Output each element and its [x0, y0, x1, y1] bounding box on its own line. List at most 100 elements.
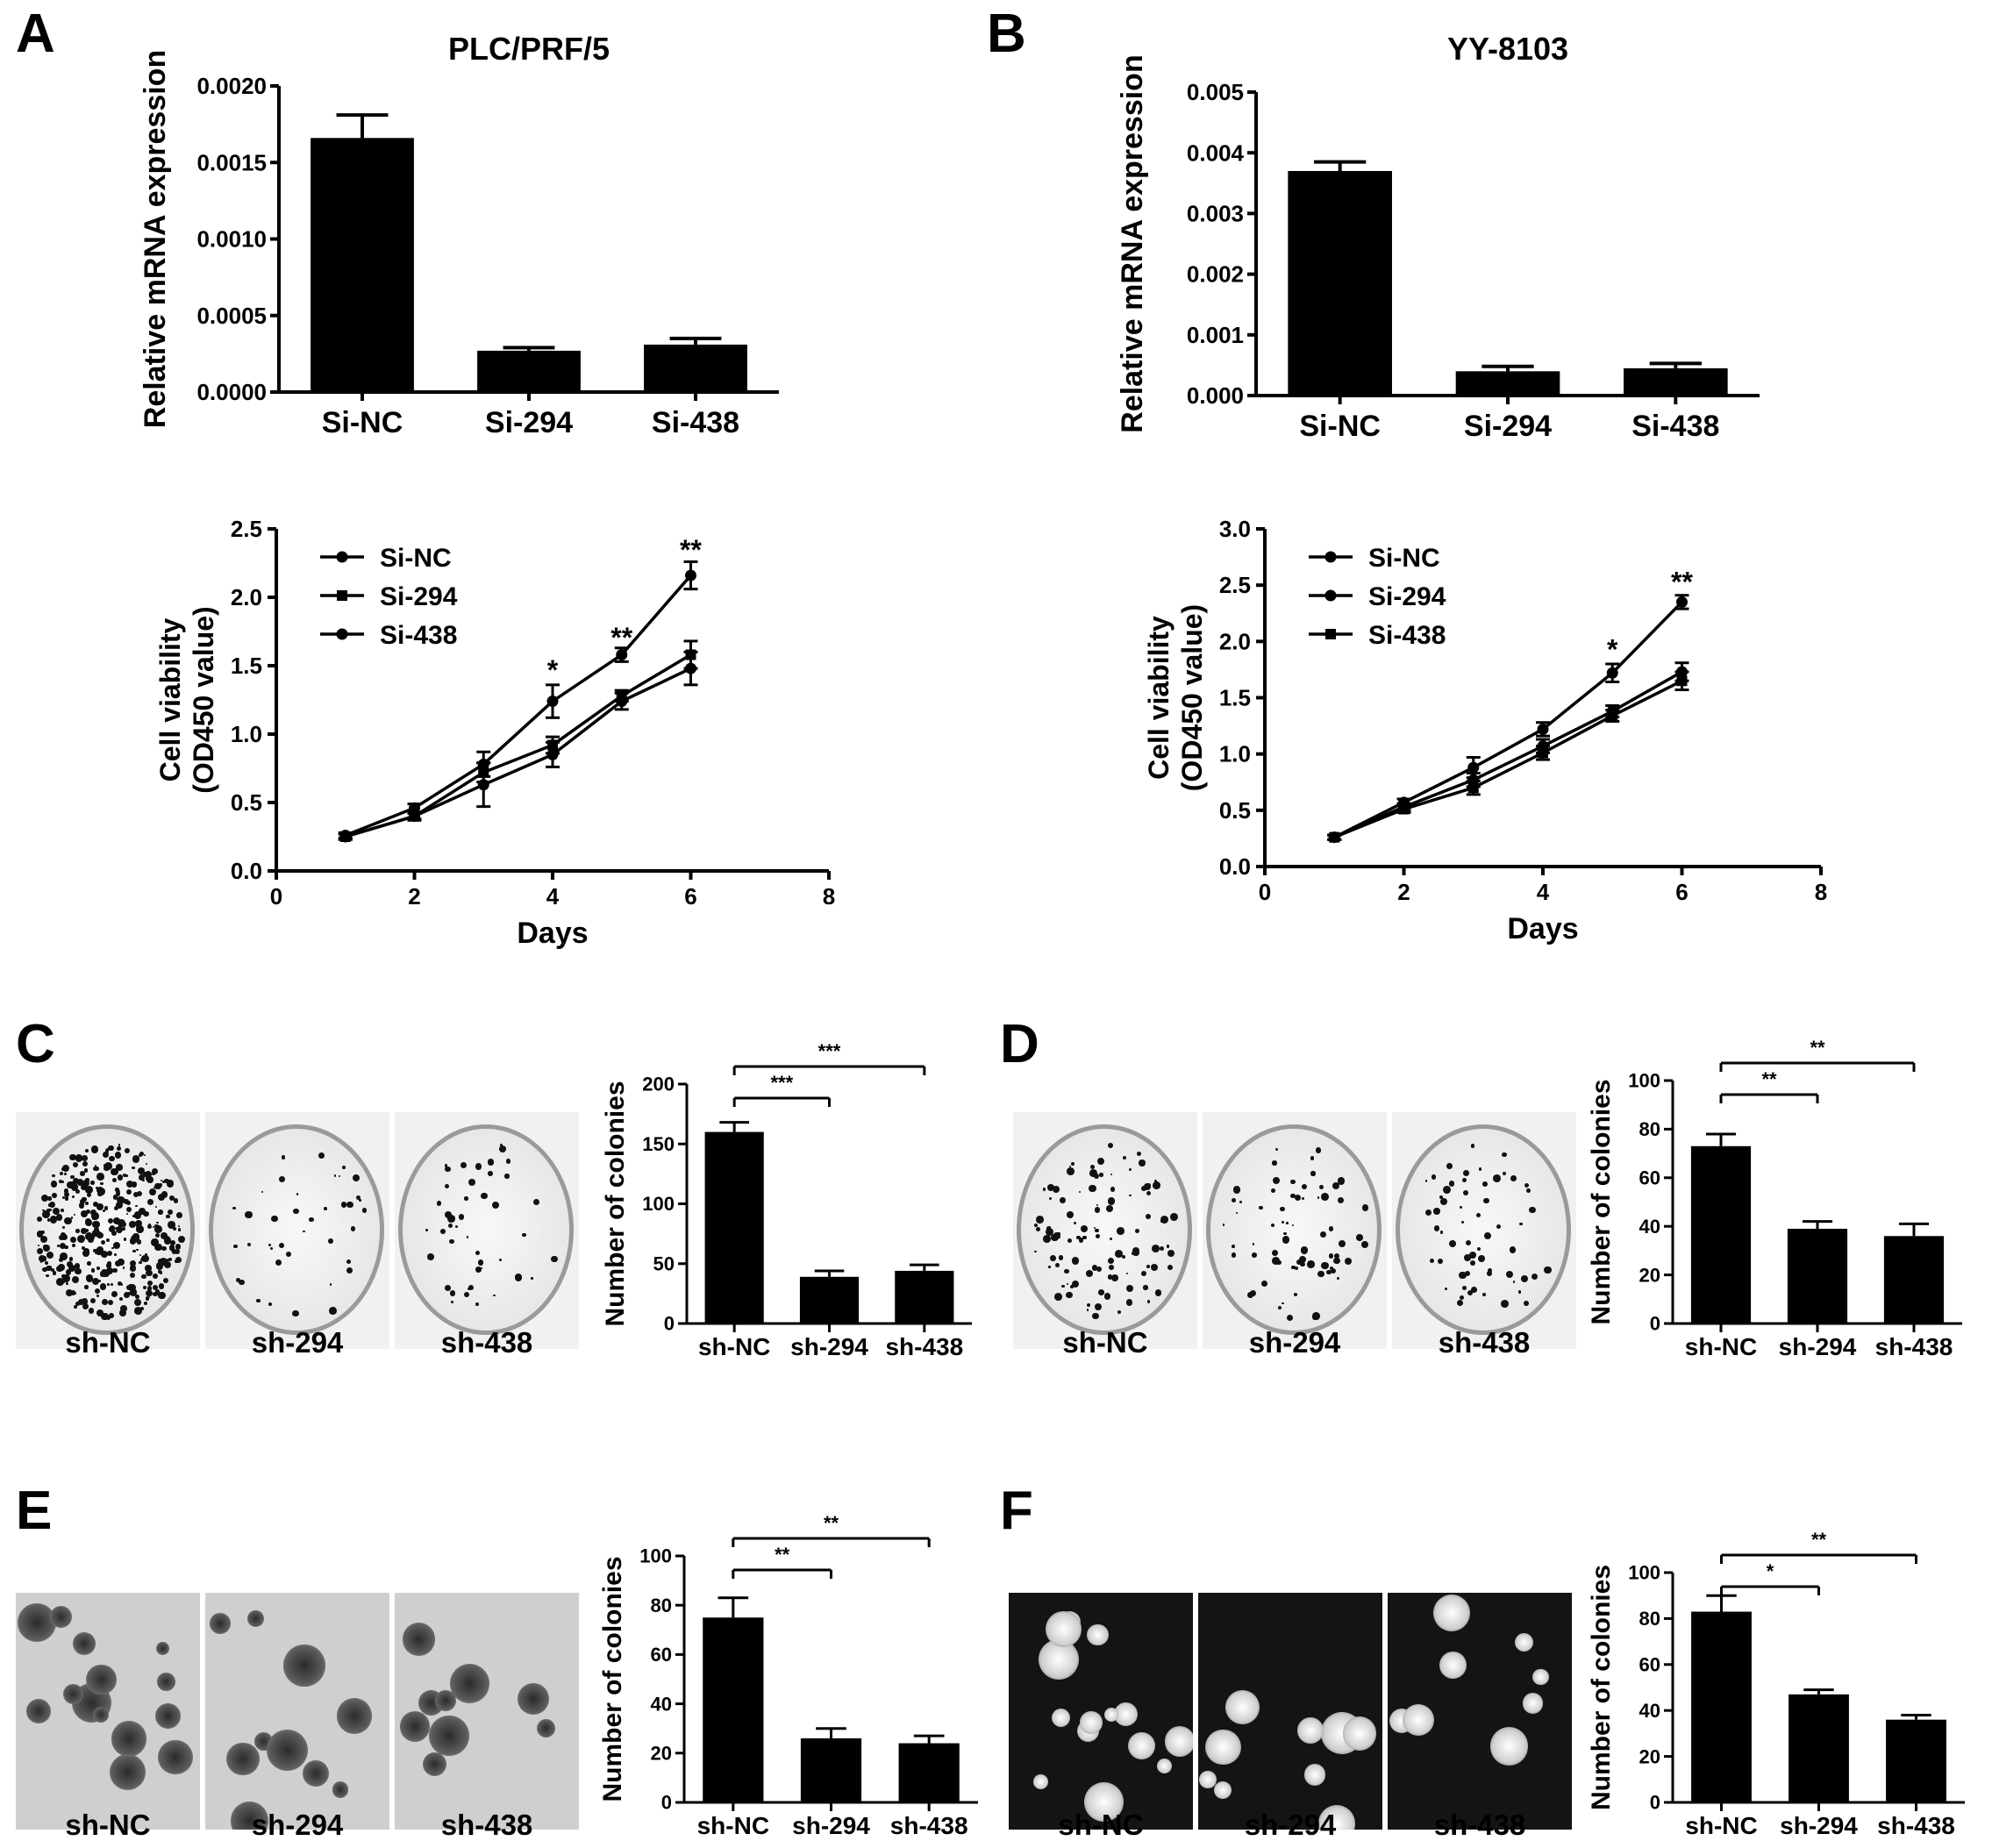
colony-dot [80, 1183, 88, 1190]
colony-dot [85, 1186, 94, 1195]
colony-dot [1046, 1228, 1053, 1237]
C-bar-ytick-label-3: 150 [642, 1133, 675, 1155]
colony-dot [1462, 1178, 1467, 1183]
colony-dot [52, 1207, 60, 1215]
colony-dot [1154, 1179, 1158, 1183]
colony-dot [1048, 1196, 1053, 1200]
colony-dot [169, 1195, 175, 1202]
colony-dot [90, 1212, 99, 1220]
colony-dot [159, 1271, 163, 1275]
colony-dot [60, 1242, 67, 1249]
image-e-2 [395, 1593, 579, 1830]
image-e-0 [16, 1593, 200, 1830]
colony-dot [1333, 1257, 1340, 1265]
colony-dot [146, 1269, 153, 1277]
colony-dot [1483, 1198, 1489, 1204]
colony-dot [1146, 1264, 1150, 1268]
colony-dot [59, 1172, 63, 1176]
colony-dot [1361, 1203, 1369, 1211]
colony-dot [1150, 1264, 1158, 1272]
colony-dot [66, 1288, 74, 1297]
A-line-series-2-point-3 [546, 748, 559, 760]
colony-dot [1146, 1300, 1151, 1303]
colony-dot [1125, 1299, 1132, 1306]
colony-dot [1277, 1305, 1282, 1309]
panel-letter-c: C [16, 1014, 55, 1074]
colony-dot [56, 1278, 64, 1286]
B-bar-ylabel: Relative mRNA expression [1116, 54, 1149, 432]
colony-dot [117, 1196, 125, 1204]
D-bar-ytick-label-3: 60 [1639, 1167, 1660, 1189]
colony-dot [72, 1161, 78, 1167]
B-line-annotation-1: ** [1671, 567, 1693, 598]
colony-dishes-d [1013, 1112, 1576, 1349]
colony-dot [275, 1259, 282, 1266]
B-line-ytick-label-4: 2.0 [1219, 628, 1251, 654]
colony-dot [119, 1309, 127, 1316]
C-bar-category-label-0: sh-NC [698, 1333, 770, 1360]
colony-dot [70, 1217, 74, 1219]
F-bar-ytick-label-0: 0 [1650, 1792, 1660, 1814]
B-bar-title: YY-8103 [1447, 31, 1568, 67]
colony-dot [92, 1229, 99, 1237]
F-bar-category-label-0: sh-NC [1685, 1812, 1757, 1839]
colony-dot [74, 1305, 78, 1309]
colony-dot [133, 1211, 142, 1220]
colony-dot [146, 1289, 153, 1297]
colony-dot [168, 1257, 173, 1261]
colony-dot [122, 1266, 125, 1269]
panel-letter-f: F [1000, 1481, 1033, 1541]
B-line-series-line-0 [1333, 601, 1683, 839]
colony-dot [68, 1264, 76, 1273]
colony-dot [64, 1217, 72, 1225]
sphere [1522, 1693, 1543, 1714]
colony-dot [111, 1282, 114, 1287]
B-line-legend-label-1: Si-294 [1368, 582, 1446, 611]
colony-dot [1089, 1168, 1097, 1177]
colony-dot [161, 1231, 168, 1239]
colony-dot [268, 1244, 271, 1247]
colony-dot [161, 1245, 167, 1252]
colony-dishes-c [16, 1112, 579, 1349]
colony-dot [1132, 1249, 1140, 1257]
colony-dot [90, 1181, 95, 1185]
colony-dot [82, 1197, 86, 1202]
colony-dot [468, 1284, 474, 1291]
sphere [283, 1645, 325, 1687]
panel-letter-b: B [987, 4, 1026, 64]
colony-dot [245, 1210, 253, 1219]
colony-dot [1509, 1246, 1517, 1253]
colony-dot [1476, 1246, 1481, 1251]
colony-dot [125, 1147, 131, 1153]
colony-dot [158, 1291, 166, 1300]
D-bar-bar-1 [1787, 1228, 1848, 1324]
colony-dot [44, 1260, 49, 1266]
B-line-legend-label-0: Si-NC [1368, 544, 1440, 573]
colony-dot [464, 1292, 470, 1298]
colony-dot [158, 1194, 166, 1202]
colony-dot [46, 1251, 54, 1259]
D-bar-ytick-label-4: 80 [1639, 1118, 1660, 1140]
colony-dot [296, 1193, 299, 1195]
colony-dot [1086, 1309, 1089, 1311]
sphere [230, 1802, 268, 1830]
colony-dot [1086, 1302, 1091, 1308]
colony-dot [137, 1221, 141, 1225]
D-bar-sig-label-0: ** [1761, 1068, 1777, 1090]
colony-dot [118, 1231, 121, 1233]
colony-dot [1465, 1240, 1471, 1246]
C-bar-ytick-label-1: 50 [653, 1252, 675, 1274]
colony-dot [117, 1174, 124, 1181]
colony-dot [281, 1155, 286, 1159]
F-bar-ylabel: Number of colonies [1587, 1565, 1616, 1810]
A-bar-ytick-label-0: 0.0000 [196, 379, 267, 405]
colony-dot [1449, 1239, 1457, 1247]
colony-dot [531, 1277, 533, 1280]
colony-dot [444, 1284, 451, 1291]
colony-dot [1496, 1224, 1502, 1229]
colony-dot [1145, 1213, 1152, 1220]
E-bar-ytick-label-4: 80 [651, 1595, 672, 1616]
colony-dot [1231, 1244, 1235, 1248]
